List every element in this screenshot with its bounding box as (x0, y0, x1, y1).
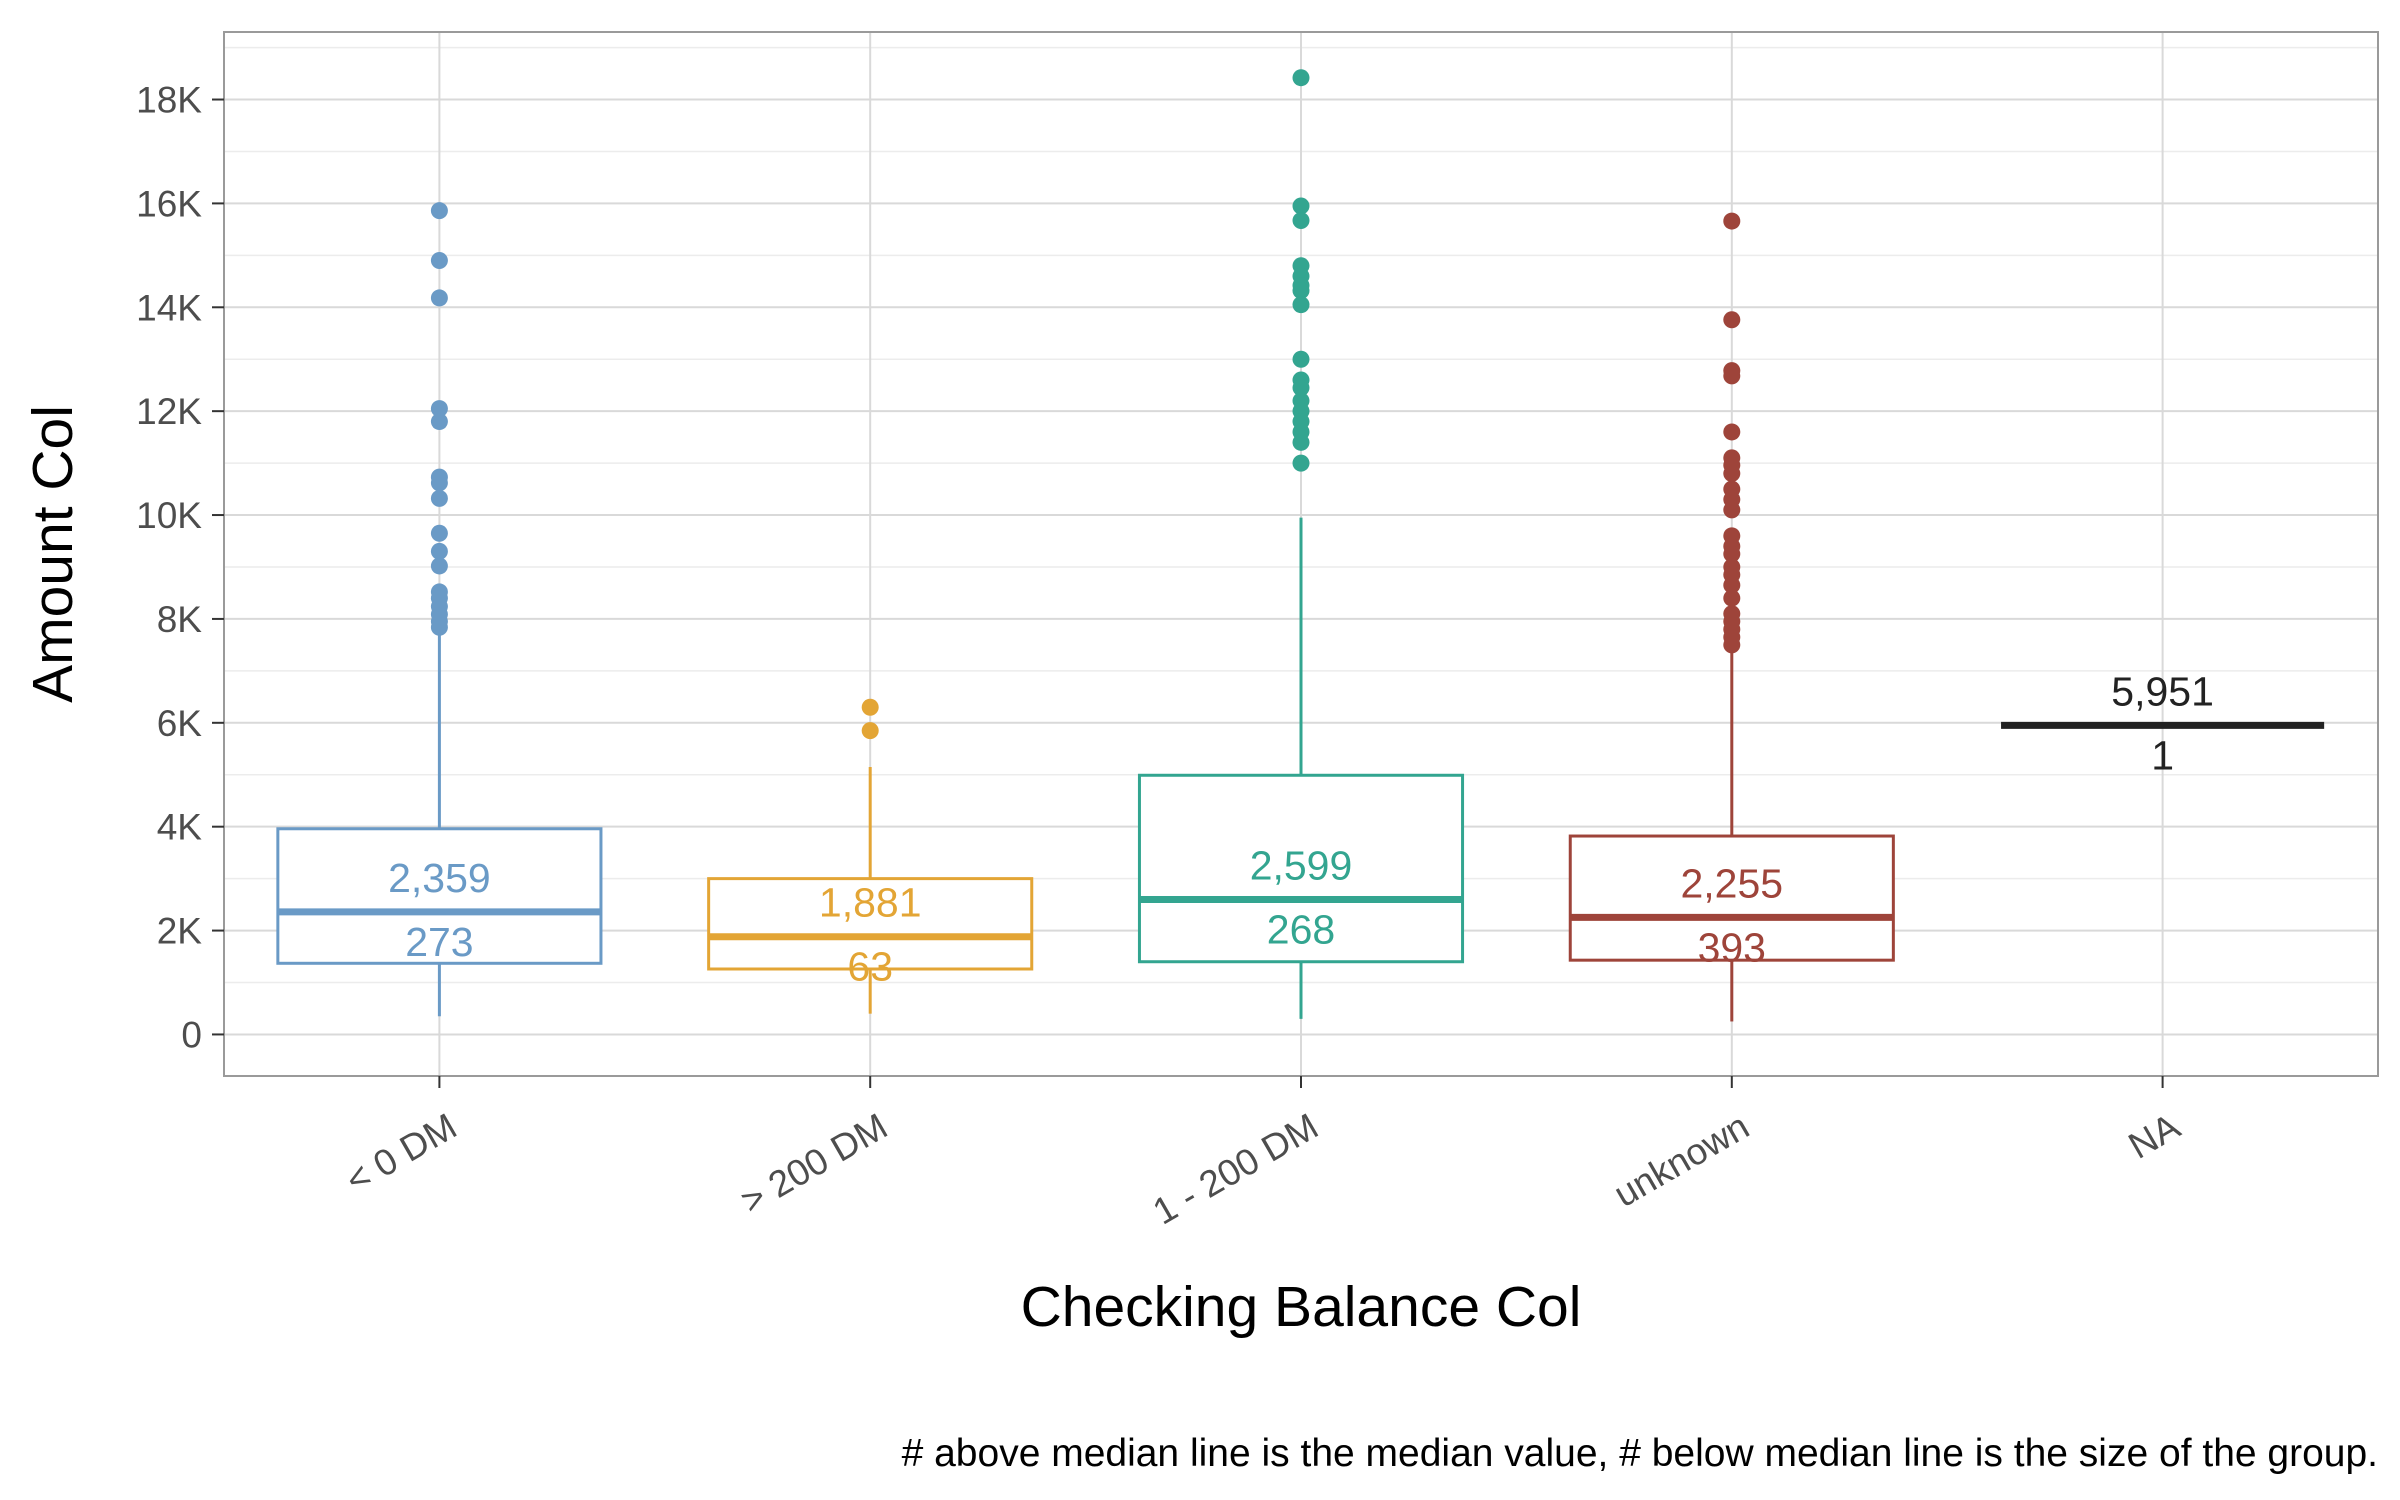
x-tick-label: > 200 DM (734, 1105, 894, 1221)
outlier-point (1723, 464, 1741, 482)
outlier-point (861, 698, 879, 716)
y-tick-label: 18K (136, 80, 202, 121)
outlier-point (861, 722, 879, 740)
outlier-point (1723, 636, 1741, 654)
outlier-point (1292, 350, 1310, 368)
y-tick-label: 8K (157, 599, 203, 640)
y-tick-label: 16K (136, 183, 202, 224)
y-tick-label: 10K (136, 495, 202, 536)
group-size-label: 63 (847, 944, 893, 990)
y-tick-label: 6K (157, 703, 203, 744)
chart-caption: # above median line is the median value,… (902, 1432, 2378, 1475)
outlier-point (1292, 454, 1310, 472)
median-value-label: 2,359 (388, 855, 491, 901)
box (276, 827, 603, 965)
outlier-point (1292, 212, 1310, 230)
outlier-point (430, 618, 448, 636)
outlier-point (1723, 576, 1741, 594)
box (707, 877, 1034, 971)
x-axis-ticks: < 0 DM > 200 DM 1 - 200 DM unknown NA (339, 1076, 2187, 1232)
box (1137, 773, 1465, 964)
outlier-point (1292, 282, 1310, 300)
box-group-4: 5,951 1 (2001, 668, 2325, 778)
y-tick-label: 2K (157, 911, 203, 952)
y-axis-title: Amount Col (21, 405, 85, 703)
group-size-label: 393 (1698, 924, 1766, 970)
y-axis-ticks: 0 2K 4K 6K 8K 10K 12K 14K 16K 18K (136, 80, 224, 1055)
outlier-point (1292, 433, 1310, 451)
median-value-label: 2,255 (1680, 860, 1783, 906)
x-tick-label: unknown (1607, 1105, 1756, 1215)
outlier-point (430, 252, 448, 270)
y-tick-label: 12K (136, 391, 202, 432)
outlier-point (430, 489, 448, 507)
x-tick-label: 1 - 200 DM (1146, 1105, 1325, 1232)
group-size-label: 268 (1267, 906, 1335, 952)
box-group-1: 1,881 63 (707, 698, 1034, 1014)
x-tick-label: < 0 DM (339, 1105, 464, 1201)
outlier-point (430, 524, 448, 542)
y-tick-label: 4K (157, 807, 203, 848)
y-tick-label: 0 (181, 1014, 202, 1055)
plot-marks: 2,359 273 1,881 63 2,599 268 2,255 393 5,951 1 (276, 69, 2325, 1022)
box-group-2: 2,599 268 (1137, 69, 1465, 1019)
box-group-0: 2,359 273 (276, 202, 603, 1017)
box-group-3: 2,255 393 (1568, 212, 1895, 1022)
outlier-point (1723, 367, 1741, 385)
outlier-point (1723, 212, 1741, 230)
outlier-point (430, 289, 448, 307)
x-tick-label: NA (2122, 1105, 2187, 1166)
median-value-label: 5,951 (2111, 668, 2214, 714)
outlier-point (430, 413, 448, 431)
outlier-point (1292, 197, 1310, 215)
outlier-point (430, 400, 448, 418)
outlier-point (430, 202, 448, 220)
outlier-point (1723, 501, 1741, 519)
outlier-point (1723, 423, 1741, 441)
outlier-point (430, 557, 448, 575)
median-value-label: 1,881 (819, 880, 922, 926)
outlier-point (1292, 69, 1310, 87)
x-axis-title: Checking Balance Col (1021, 1275, 1582, 1339)
outlier-point (1723, 589, 1741, 607)
group-size-label: 1 (2151, 732, 2174, 778)
box (1568, 834, 1895, 962)
outlier-point (1292, 296, 1310, 314)
outlier-point (1292, 379, 1310, 397)
outlier-point (1723, 311, 1741, 329)
outlier-point (430, 542, 448, 560)
group-size-label: 273 (405, 919, 473, 965)
y-tick-label: 14K (136, 287, 202, 328)
outlier-point (1723, 545, 1741, 563)
median-value-label: 2,599 (1250, 842, 1353, 888)
outlier-point (430, 474, 448, 492)
